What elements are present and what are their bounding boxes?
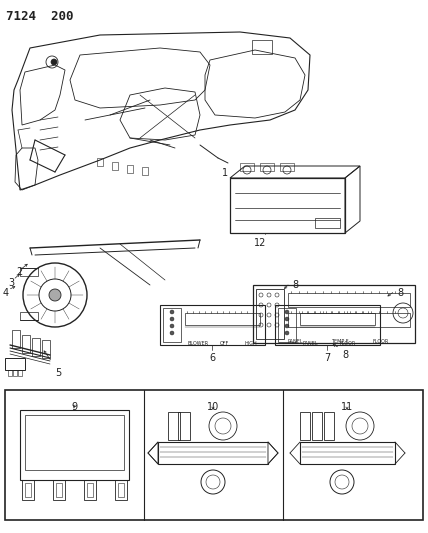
- Bar: [260, 163, 274, 171]
- Bar: [25, 415, 124, 470]
- Text: 12: 12: [254, 238, 266, 248]
- Bar: [42, 340, 50, 358]
- Bar: [288, 293, 410, 307]
- Circle shape: [170, 324, 174, 328]
- Bar: [56, 483, 62, 497]
- Bar: [112, 162, 118, 170]
- Text: 3: 3: [8, 278, 14, 288]
- Circle shape: [285, 317, 289, 321]
- Text: 10: 10: [207, 402, 219, 412]
- Circle shape: [51, 59, 57, 65]
- Polygon shape: [148, 442, 158, 464]
- Bar: [275, 305, 380, 345]
- Bar: [142, 167, 148, 175]
- Text: PANEL: PANEL: [288, 339, 303, 344]
- Circle shape: [170, 317, 174, 321]
- Bar: [97, 158, 103, 166]
- Bar: [12, 330, 20, 348]
- Bar: [278, 308, 296, 342]
- Bar: [13, 370, 17, 376]
- Text: 11: 11: [341, 402, 353, 412]
- Text: 7: 7: [324, 353, 330, 363]
- Text: 1: 1: [222, 168, 228, 178]
- Bar: [185, 313, 260, 325]
- Bar: [22, 335, 30, 353]
- Circle shape: [170, 331, 174, 335]
- Circle shape: [285, 310, 289, 314]
- Text: 9: 9: [71, 402, 77, 412]
- Bar: [20, 410, 129, 480]
- Bar: [32, 338, 40, 356]
- Bar: [324, 412, 334, 440]
- Bar: [53, 480, 65, 500]
- Bar: [163, 308, 181, 342]
- Bar: [253, 285, 415, 343]
- Bar: [230, 178, 345, 233]
- Circle shape: [285, 331, 289, 335]
- Text: 5: 5: [55, 368, 61, 378]
- Text: HIGH: HIGH: [245, 341, 258, 346]
- Polygon shape: [268, 442, 278, 464]
- Text: FLOOR: FLOOR: [340, 341, 356, 346]
- Bar: [178, 412, 190, 440]
- Bar: [5, 390, 423, 520]
- Bar: [18, 370, 22, 376]
- Text: PANEL: PANEL: [303, 341, 318, 346]
- Circle shape: [49, 289, 61, 301]
- Text: 8: 8: [397, 288, 403, 298]
- Bar: [127, 165, 133, 173]
- Bar: [312, 412, 322, 440]
- Bar: [280, 163, 294, 171]
- Bar: [168, 412, 180, 440]
- Bar: [300, 412, 310, 440]
- Bar: [300, 313, 375, 325]
- Bar: [300, 442, 395, 464]
- Bar: [84, 480, 96, 500]
- Text: 6: 6: [209, 353, 215, 363]
- Bar: [118, 483, 124, 497]
- Bar: [240, 163, 254, 171]
- Bar: [288, 313, 410, 327]
- Bar: [115, 480, 127, 500]
- Bar: [252, 40, 272, 54]
- Text: OFF: OFF: [220, 341, 229, 346]
- Circle shape: [170, 310, 174, 314]
- Bar: [160, 305, 265, 345]
- Text: 8: 8: [292, 280, 298, 290]
- Text: FLOOR: FLOOR: [373, 339, 389, 344]
- Bar: [8, 370, 12, 376]
- Circle shape: [285, 324, 289, 328]
- Text: 4: 4: [3, 288, 9, 298]
- Text: BLOWER: BLOWER: [188, 341, 209, 346]
- Bar: [158, 442, 268, 464]
- Bar: [20, 312, 38, 320]
- Bar: [87, 483, 93, 497]
- Text: 7124  200: 7124 200: [6, 10, 74, 23]
- Bar: [5, 358, 25, 370]
- Bar: [25, 483, 31, 497]
- Bar: [256, 289, 284, 339]
- Bar: [22, 480, 34, 500]
- Text: 2: 2: [16, 267, 22, 277]
- Bar: [20, 268, 38, 276]
- Text: TEMP F: TEMP F: [331, 339, 348, 344]
- Bar: [315, 218, 340, 228]
- Text: 8: 8: [342, 350, 348, 360]
